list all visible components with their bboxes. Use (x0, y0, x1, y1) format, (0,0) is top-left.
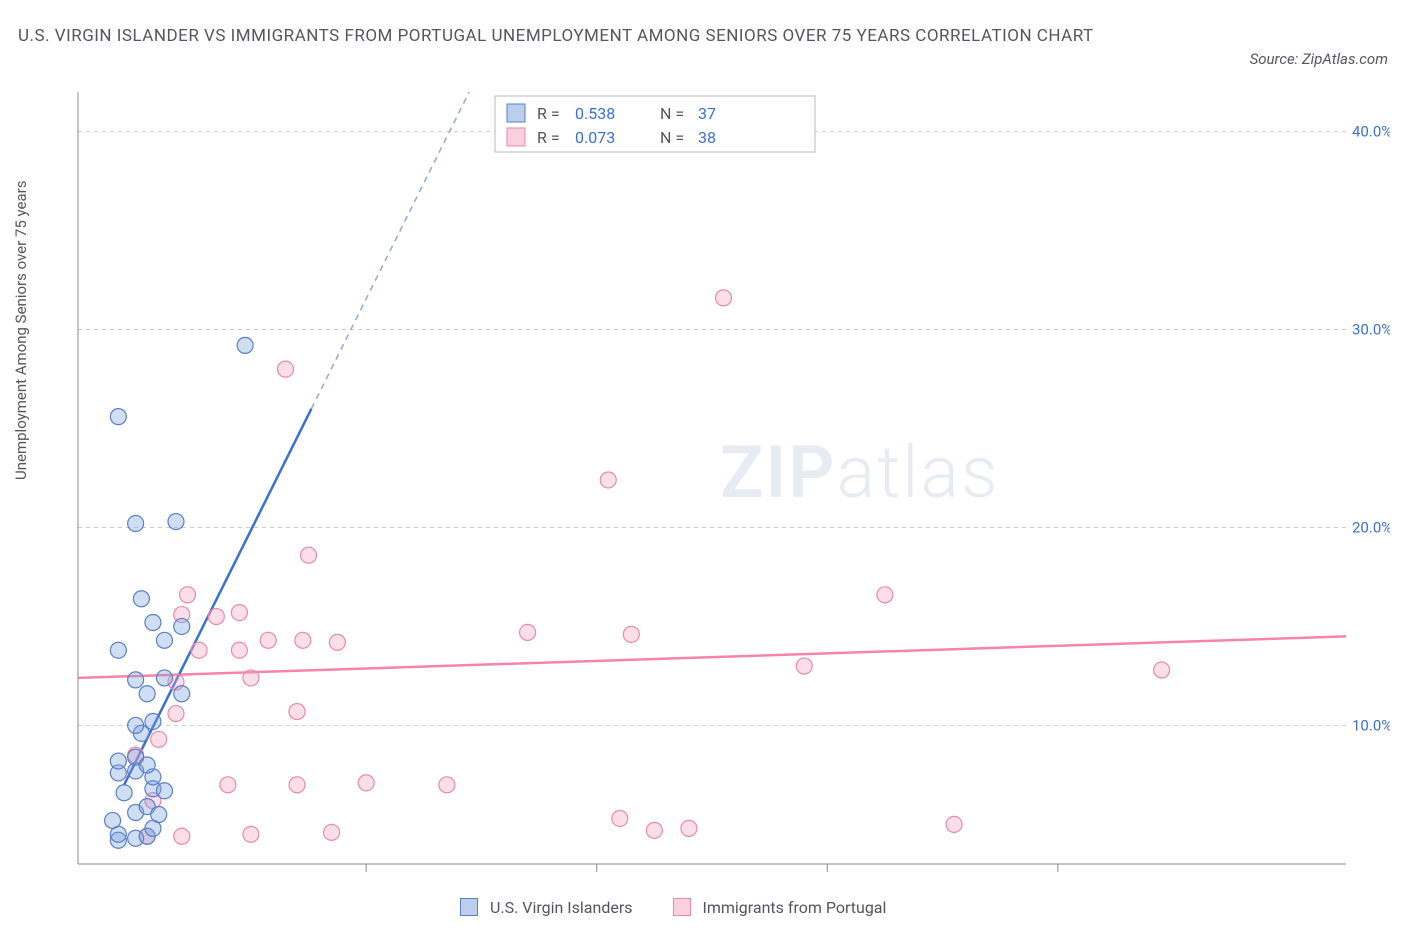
svg-text:20.0%: 20.0% (1352, 518, 1390, 536)
legend-item-pink: Immigrants from Portugal (673, 898, 887, 917)
chart-svg: 10.0%20.0%30.0%40.0%0.0%20.0%R =0.538N =… (60, 92, 1390, 872)
svg-text:N =: N = (660, 128, 684, 147)
svg-text:R =: R = (537, 128, 560, 147)
legend-swatch-pink-icon (673, 898, 691, 916)
series-legend: U.S. Virgin Islanders Immigrants from Po… (460, 898, 886, 917)
svg-text:10.0%: 10.0% (1352, 716, 1390, 734)
svg-text:N =: N = (660, 104, 684, 123)
source-attribution: Source: ZipAtlas.com (1250, 50, 1388, 68)
svg-text:38: 38 (698, 128, 716, 147)
svg-text:0.073: 0.073 (575, 128, 615, 147)
legend-swatch-blue-icon (460, 898, 478, 916)
chart-title: U.S. VIRGIN ISLANDER VS IMMIGRANTS FROM … (18, 24, 1094, 50)
svg-text:40.0%: 40.0% (1352, 123, 1390, 141)
svg-text:R =: R = (537, 104, 560, 123)
legend-label: U.S. Virgin Islanders (490, 898, 633, 917)
legend-item-blue: U.S. Virgin Islanders (460, 898, 633, 917)
svg-text:37: 37 (698, 104, 716, 123)
svg-text:0.538: 0.538 (575, 104, 615, 123)
y-axis-label: Unemployment Among Seniors over 75 years (12, 181, 30, 480)
scatter-chart: 10.0%20.0%30.0%40.0%0.0%20.0%R =0.538N =… (60, 92, 1390, 872)
svg-text:30.0%: 30.0% (1352, 321, 1390, 339)
legend-label: Immigrants from Portugal (702, 898, 886, 917)
